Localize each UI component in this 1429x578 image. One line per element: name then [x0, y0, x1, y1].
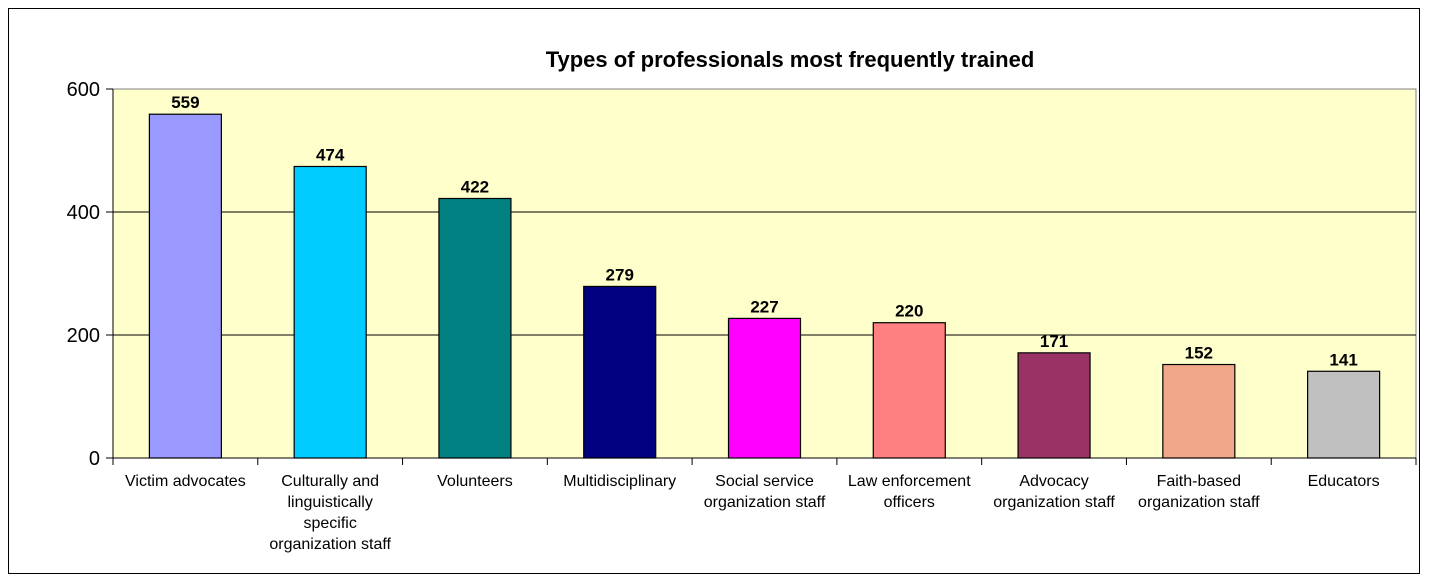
x-tick-label: Advocacy organization staff [993, 473, 1115, 511]
data-label: 141 [1329, 350, 1357, 369]
y-tick-label: 600 [67, 79, 100, 101]
y-tick-label: 0 [89, 448, 100, 470]
y-tick-label: 200 [67, 325, 100, 347]
bar [1017, 352, 1091, 459]
data-label: 227 [750, 297, 778, 316]
x-tick-label: Volunteers [437, 473, 513, 490]
x-tick-label: Multidisciplinary [563, 473, 676, 490]
bar [293, 165, 367, 459]
data-label: 152 [1185, 344, 1213, 363]
y-tick-label: 400 [67, 202, 100, 224]
data-label: 171 [1040, 332, 1068, 351]
data-label: 474 [316, 145, 345, 164]
x-tick-label: Faith-based organization staff [1138, 473, 1260, 511]
bar [872, 322, 946, 459]
bar [1307, 370, 1381, 459]
chart-title: Types of professionals most frequently t… [546, 47, 1035, 72]
x-tick-label: Law enforcement officers [848, 473, 971, 511]
x-tick-label: Victim advocates [125, 473, 246, 490]
data-label: 220 [895, 302, 923, 321]
data-label: 422 [461, 177, 489, 196]
plot-area: 0 200 400 600 559 Victim advocates 474 Cultural… [67, 79, 1417, 553]
x-tick-label: Educators [1308, 473, 1380, 490]
data-label: 559 [171, 93, 199, 112]
data-label: 279 [606, 265, 634, 284]
x-tick-label: Culturally and linguistically specific orga… [269, 473, 391, 553]
bar [148, 113, 222, 459]
x-tick-label: Social service organization staff [704, 473, 826, 511]
bar [583, 285, 657, 459]
bar [438, 197, 512, 459]
bar [1162, 363, 1236, 459]
bar [727, 317, 802, 459]
